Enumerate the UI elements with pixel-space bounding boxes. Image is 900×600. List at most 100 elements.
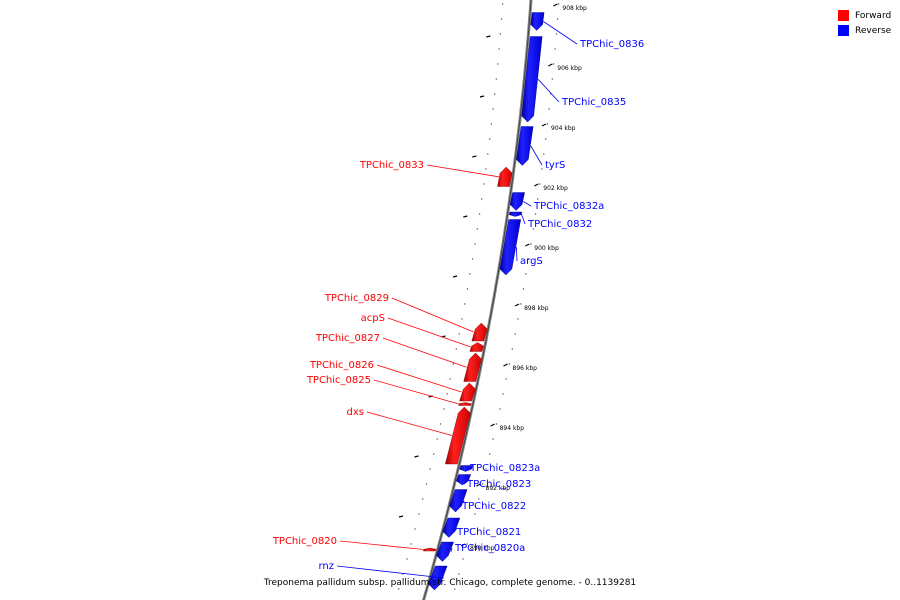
guide-dot-right [499,408,501,410]
guide-dot-left [398,588,400,590]
guide-dot-left [410,543,412,545]
scale-tick [553,3,558,7]
gene-label-argS: argS [520,256,543,267]
guide-dot-left [422,498,424,500]
guide-dot-left [500,18,503,20]
gene-label-TPChic_0835: TPChic_0835 [561,97,626,108]
guide-dot-right [508,363,510,365]
guide-dot-right [505,378,507,380]
guide-dot-left [499,33,502,35]
guide-dot-right [485,468,487,470]
gene-arrow-argS [499,219,521,276]
scale-tick-label: 902 kbp [543,185,568,192]
gene-label-TPChic_0827: TPChic_0827 [315,333,380,344]
guide-dot-left [452,363,454,365]
guide-dot-right [522,288,525,290]
scale-tick-label: 894 kbp [500,425,525,432]
gene-labels: TPChic_0836 TPChic_0835 tyrS TPChic_0833 TPC… [272,21,644,579]
gene-label-TPChic_0823a: TPChic_0823a [469,463,540,474]
guide-dot-left [433,453,435,455]
guide-dot-right [495,423,498,425]
gene-label-TPChic_0832a: TPChic_0832a [533,201,604,212]
guide-dot-left [489,138,491,140]
guide-dot-right [478,498,480,500]
gene-label-TPChic_0836: TPChic_0836 [579,39,644,50]
guide-dot-left [502,3,504,5]
gene-leader-TPChic_0825 [373,379,460,405]
guide-dot-right [543,153,545,155]
guide-dot-left [490,123,493,125]
guide-dot-left [495,78,497,80]
guide-dot-right [530,243,532,245]
guide-dot-right [489,453,491,455]
guide-dot-left [425,483,428,485]
guide-dot-right [548,108,550,110]
gene-label-acpS: acpS [361,313,385,324]
gene-arrow-TPChic_0832a [509,192,525,211]
guide-dot-right [539,183,541,185]
guide-dot-right [474,513,476,515]
guide-dot-right [556,18,559,20]
guide-dot-left [455,348,457,350]
scale-tick-minor [479,95,485,98]
gene-arrow-TPChic_0820 [422,547,437,552]
gene-arrow-rnz [428,565,448,591]
scale-tick [490,423,495,427]
guide-dot-right [534,213,537,215]
legend-reverse: Reverse [838,23,891,38]
scale-tick [460,543,466,547]
scale-tick [534,183,539,187]
scale-tick-label: 904 kbp [551,125,576,132]
gene-leader-dxs [366,411,453,436]
guide-dot-right [553,63,555,65]
gene-leader-TPChic_0823 [463,479,470,485]
guide-dot-right [458,573,460,575]
gene-leader-TPChic_0832a [523,201,532,207]
guide-dot-right [554,48,556,50]
guide-dot-left [406,558,408,560]
guide-dot-right [551,78,553,80]
gene-leader-TPChic_0836 [543,21,578,45]
gene-leader-tyrS [530,145,543,166]
scale-tick-minor [414,455,419,458]
guide-dot-left [469,273,471,275]
gene-leader-acpS [387,317,471,348]
guide-dot-left [418,513,420,515]
guide-dot-right [514,333,516,335]
guide-dot-left [474,243,476,245]
gene-arrow-TPChic_0826 [459,382,476,402]
gene-label-TPChic_0821: TPChic_0821 [456,527,521,538]
forward-swatch-icon [838,10,849,21]
scale-tick [476,483,481,487]
gene-arrow-TPChic_0832 [508,211,523,217]
gene-arrow-TPChic_0835 [521,36,543,123]
guide-dot-right [558,3,560,5]
guide-dot-right [520,303,522,305]
legend-reverse-label: Reverse [855,25,892,36]
guide-dot-right [462,558,464,560]
scale-tick-label: 900 kbp [534,245,559,252]
gene-leader-rnz [336,565,444,579]
guide-dot-left [461,318,463,320]
guide-dot-right [532,228,534,230]
gene-arrow-TPChic_0820a [436,541,454,562]
guide-dot-left [478,213,481,215]
guide-dot-left [471,258,474,260]
gene-label-TPChic_0822: TPChic_0822 [461,501,526,512]
scale-tick [514,303,520,307]
genome-caption: Treponema pallidum subsp. pallidum str. … [263,578,637,588]
guide-dot-right [502,393,504,395]
guide-dot-left [443,408,445,410]
guide-dot-right [511,348,513,350]
scale-tick-label: 908 kbp [562,5,587,12]
scale-tick [541,123,547,127]
guide-dot-left [414,528,416,530]
gene-arrow-TPChic_0827 [463,352,482,382]
guide-dot-left [487,153,489,155]
gene-label-TPChic_0823: TPChic_0823 [466,479,531,490]
gene-label-TPChic_0832: TPChic_0832 [527,219,592,230]
scale-tick-label: 906 kbp [557,65,582,72]
guide-dot-left [476,228,478,230]
scale-tick [548,63,553,67]
